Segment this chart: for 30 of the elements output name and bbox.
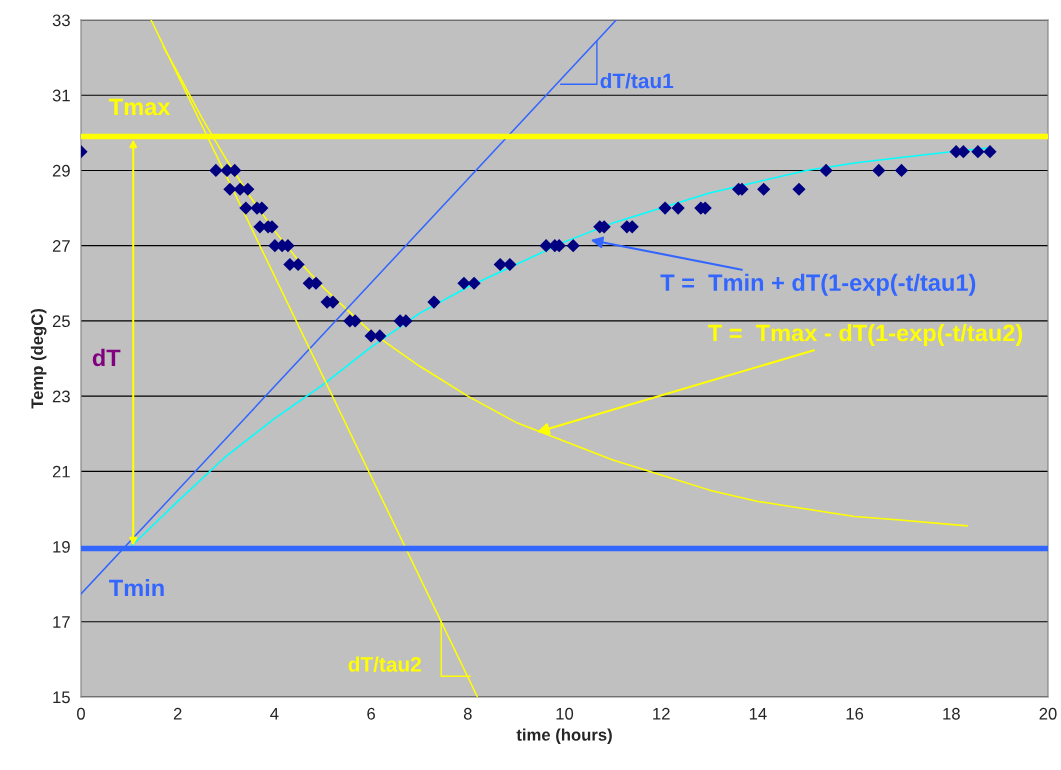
y-tick-label: 19 <box>53 540 70 553</box>
x-tick-label: 10 <box>556 707 574 720</box>
ref-line-label: Tmin <box>109 578 164 597</box>
annotation: T = Tmin + dT(1-exp(-t/tau1) <box>660 273 976 296</box>
x-tick-label: 18 <box>943 707 960 720</box>
y-tick-label: 29 <box>52 164 70 177</box>
annotation: dT <box>92 348 121 367</box>
y-tick-label: 27 <box>52 240 70 252</box>
x-tick-label: 6 <box>367 707 375 720</box>
x-tick-label: 8 <box>463 707 472 720</box>
y-tick-label: 31 <box>52 89 70 102</box>
y-axis-title: Temp (degC) <box>30 309 47 409</box>
y-tick-label: 21 <box>52 465 70 478</box>
annotation: dT/tau1 <box>600 73 674 89</box>
x-tick-label: 0 <box>77 707 85 720</box>
y-tick-label: 15 <box>53 691 70 704</box>
annotation: dT/tau2 <box>348 656 421 673</box>
x-axis-title: time (hours) <box>516 728 612 745</box>
x-tick-label: 20 <box>1039 707 1057 720</box>
y-tick-label: 23 <box>52 390 70 403</box>
y-tick-label: 25 <box>52 315 70 328</box>
x-tick-label: 14 <box>749 708 767 720</box>
annotation: T = Tmax - dT(1-exp(-t/tau2) <box>708 323 1023 346</box>
x-tick-label: 16 <box>846 707 864 720</box>
x-tick-label: 2 <box>173 707 182 720</box>
y-tick-label: 17 <box>53 616 70 628</box>
x-tick-label: 4 <box>270 708 279 720</box>
ref-line-label: Tmax <box>109 98 171 116</box>
y-tick-label: 33 <box>52 14 70 27</box>
x-tick-label: 12 <box>653 707 670 720</box>
